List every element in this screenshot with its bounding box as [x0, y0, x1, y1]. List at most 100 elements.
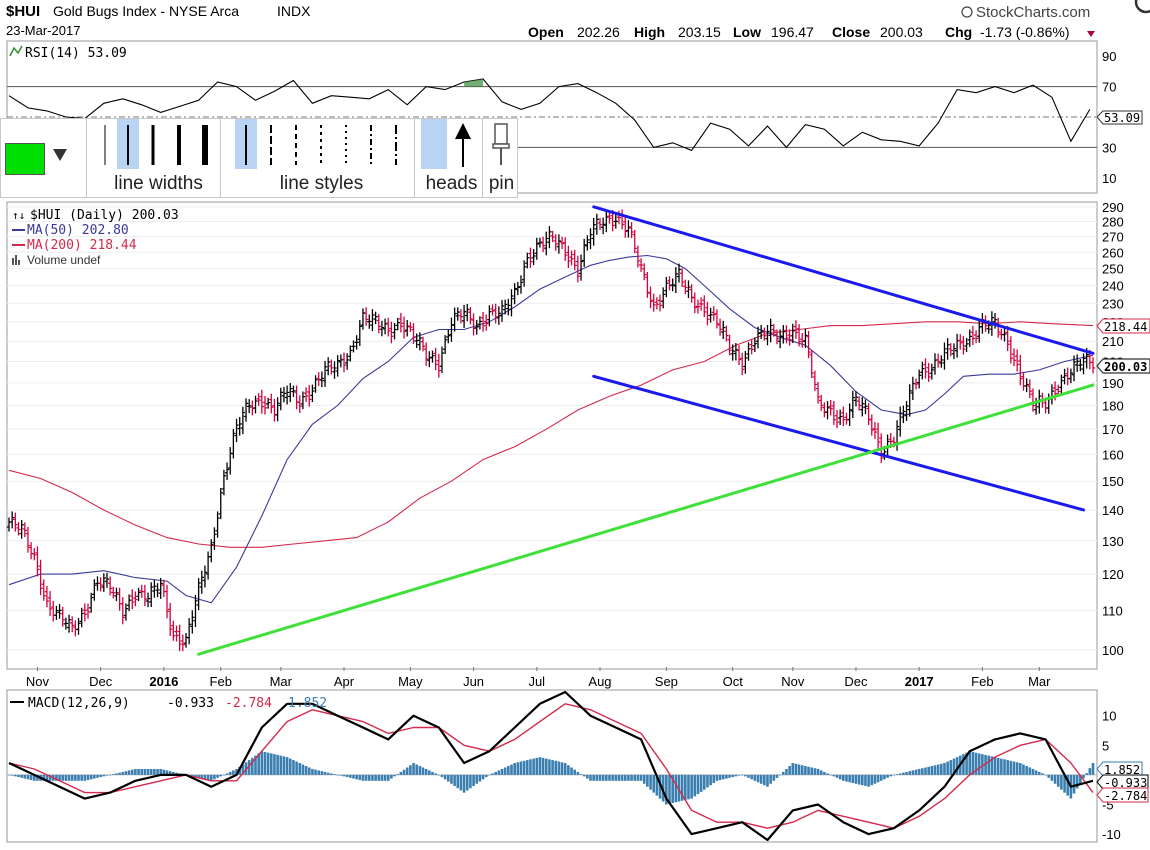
ohlc-bar: [215, 511, 220, 538]
macd-hist-bar: [680, 774, 684, 801]
macd-hist-bar: [548, 759, 551, 775]
macd-hist-bar: [1088, 768, 1092, 775]
macd-hist-bar: [677, 774, 681, 802]
head-options[interactable]: [421, 119, 483, 169]
macd-hist-bar: [573, 769, 577, 775]
macd-hist-bar: [153, 768, 156, 775]
ohlc-bar: [588, 228, 593, 250]
heads-group[interactable]: heads: [421, 119, 483, 197]
macd-hist-bar: [64, 774, 68, 781]
ohlc-bar: [528, 247, 533, 268]
macd-hist-bar: [355, 774, 358, 780]
macd-hist-bar: [740, 774, 744, 776]
macd-hist-bar: [1044, 774, 1047, 776]
ohlc-bar: [354, 335, 359, 350]
macd-hist-bar: [529, 759, 532, 775]
ohlc-bar: [313, 375, 318, 393]
macd-hist-bar: [921, 768, 924, 775]
price-tick-label: 270: [1102, 230, 1124, 245]
brand-logo[interactable]: StockCharts.com: [961, 4, 1090, 21]
ohlc-bar: [341, 352, 347, 373]
macd-hist-bar: [952, 758, 956, 775]
macd-hist-bar: [222, 774, 226, 776]
pin-icon[interactable]: [485, 119, 518, 169]
line-width-options[interactable]: [97, 119, 221, 169]
macd-hist-bar: [614, 774, 618, 781]
macd-hist-bar: [497, 770, 501, 775]
ohlc-bar: [632, 229, 637, 254]
ohlc-bar: [433, 347, 438, 371]
macd-hist-bar: [484, 774, 488, 778]
macd-legend-value: -0.933: [167, 696, 214, 711]
ohlc-bar: [667, 276, 672, 291]
macd-hist-bar: [848, 774, 851, 783]
macd-hist-bar: [668, 774, 671, 804]
price-tick-label: 210: [1102, 334, 1124, 349]
ma200-value-label: 218.44: [1104, 320, 1147, 334]
macd-hist-bar: [516, 762, 520, 775]
line-styles-label: line styles: [279, 173, 364, 194]
ohlc-bar: [60, 606, 65, 627]
ohlc-bar: [569, 250, 574, 266]
macd-hist-bar: [383, 774, 387, 781]
macd-hist-bar: [276, 754, 279, 775]
ohlc-bar: [907, 384, 912, 417]
ohlc-bar: [54, 605, 59, 620]
macd-hist-bar: [235, 768, 238, 775]
trendline-green[interactable]: [197, 383, 1095, 656]
ohlc-bar: [218, 488, 223, 520]
macd-hist-bar: [535, 757, 539, 775]
color-picker[interactable]: [1, 119, 87, 197]
macd-tick-label: -5: [1102, 797, 1114, 812]
macd-hist-bar: [804, 766, 807, 775]
macd-tick-label: -10: [1102, 827, 1121, 842]
ohlc-bar: [376, 313, 381, 334]
pin-label: pin: [488, 173, 515, 194]
price-tick-label: 250: [1102, 262, 1124, 277]
trendline-blue[interactable]: [592, 374, 1086, 512]
pin-group[interactable]: pin: [485, 119, 518, 197]
macd-hist-bar: [270, 753, 273, 775]
macd-hist-bar: [800, 765, 804, 775]
line-styles-group[interactable]: line styles: [229, 119, 415, 197]
color-swatch[interactable]: [5, 143, 45, 175]
line-style-options[interactable]: [229, 119, 415, 169]
ma200-value-badge: 218.44: [1096, 318, 1150, 334]
macd-hist-bar: [867, 774, 870, 787]
ohlc-bar: [837, 409, 843, 426]
macd-hist-bar: [857, 774, 861, 785]
ohlc-bar: [123, 603, 129, 621]
ohlc-bar: [1081, 353, 1086, 375]
chevron-down-icon[interactable]: [53, 149, 67, 161]
macd-hist-bar: [772, 774, 776, 781]
price-legend-icon: ↑↓: [12, 209, 25, 222]
macd-signal-value-label: -2.784: [1104, 789, 1147, 803]
ohlc-bar: [468, 306, 473, 325]
ohlc-bar: [92, 579, 97, 601]
ohlc-bar: [597, 217, 603, 230]
ohlc-bar: [686, 280, 691, 299]
trendlines[interactable]: [197, 205, 1095, 656]
macd-hist-bar: [108, 774, 112, 776]
macd-hist-bar: [955, 757, 959, 775]
macd-hist-bar: [665, 774, 668, 805]
ohlc-bar: [812, 370, 818, 391]
ohlc-bar: [948, 343, 953, 357]
arrow-head-icon[interactable]: [455, 123, 471, 139]
macd-legend-hist: 1.852: [288, 696, 327, 711]
x-tick-label: Nov: [781, 674, 805, 689]
ohlc-bar: [269, 393, 274, 414]
macd-hist-bar: [1012, 761, 1016, 775]
macd-hist-bar: [788, 766, 791, 775]
trendline-blue[interactable]: [592, 205, 1095, 355]
macd-hist-bar: [156, 768, 159, 775]
ohlc-bar: [800, 333, 805, 348]
macd-line: [8, 690, 1094, 842]
ohlc-bar: [133, 591, 138, 607]
line-widths-group[interactable]: line widths: [97, 119, 221, 197]
ohlc-bar: [25, 527, 31, 553]
macd-hist-bar: [838, 774, 842, 780]
macd-hist-bar: [778, 774, 782, 776]
ohlc-bar: [850, 390, 856, 419]
ohlc-bar: [389, 321, 394, 344]
